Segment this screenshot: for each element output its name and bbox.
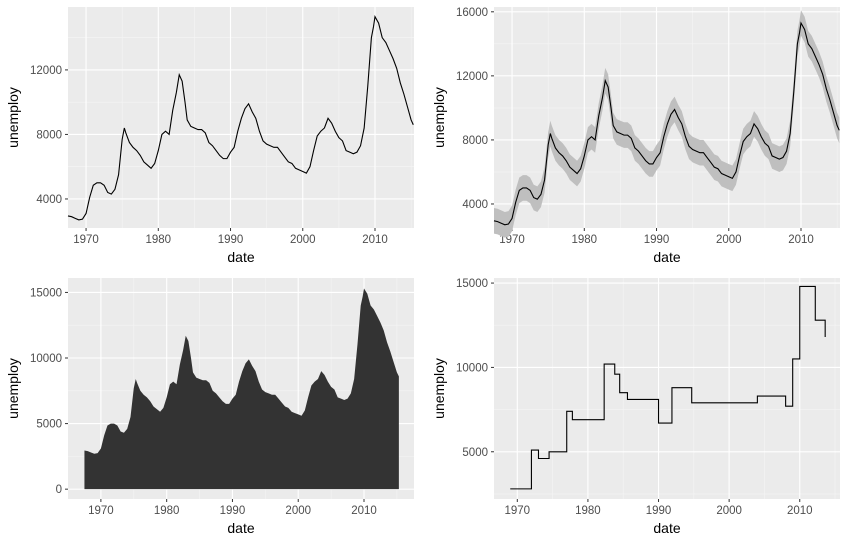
- y-tick-label: 16000: [456, 7, 488, 19]
- y-tick-label: 0: [56, 484, 62, 496]
- x-tick-label: 1970: [505, 505, 531, 517]
- x-tick-label: 1980: [571, 234, 597, 246]
- x-tick-label: 1990: [644, 234, 670, 246]
- x-tick-label: 2000: [290, 234, 316, 246]
- x-tick-label: 1990: [646, 505, 672, 517]
- panel-background: [68, 7, 414, 228]
- chart-panel-1: 1970 1980 1990 2000 2010 4000 8000 12000 date une…: [5, 7, 414, 265]
- x-tick-label: 2010: [788, 234, 814, 246]
- confidence-band: [494, 10, 840, 238]
- y-axis-title: unemploy: [5, 87, 21, 148]
- panel-background: [494, 278, 840, 499]
- x-tick-label: 2000: [716, 234, 742, 246]
- x-tick-label: 1990: [218, 234, 244, 246]
- x-tick-label: 1980: [154, 505, 180, 517]
- y-tick-label: 4000: [36, 194, 62, 206]
- x-tick-label: 1970: [88, 505, 114, 517]
- y-tick-label: 8000: [462, 135, 488, 147]
- x-tick-label: 2010: [362, 234, 388, 246]
- chart-panel-4: 1970 1980 1990 2000 2010 5000 10000 15000 date un…: [431, 278, 840, 536]
- y-tick-label: 12000: [456, 71, 488, 83]
- series-line: [493, 21, 840, 226]
- y-tick-label: 15000: [456, 278, 488, 290]
- y-tick-label: 10000: [30, 353, 62, 365]
- x-tick-label: 2000: [285, 505, 311, 517]
- y-tick-label: 15000: [30, 287, 62, 299]
- x-tick-label: 1980: [575, 505, 601, 517]
- x-tick-label: 2000: [716, 505, 742, 517]
- y-tick-label: 4000: [462, 199, 488, 211]
- x-axis-title: date: [653, 520, 680, 536]
- x-tick-label: 1970: [73, 234, 99, 246]
- y-tick-label: 10000: [456, 362, 488, 374]
- x-axis-title: date: [227, 520, 254, 536]
- x-tick-label: 2010: [351, 505, 377, 517]
- x-tick-label: 2010: [787, 505, 813, 517]
- y-axis-title: unemploy: [431, 358, 447, 419]
- y-tick-label: 8000: [36, 129, 62, 141]
- y-tick-label: 5000: [36, 419, 62, 431]
- series-line: [67, 15, 414, 221]
- y-tick-label: 12000: [30, 65, 62, 77]
- x-axis-title: date: [653, 249, 680, 265]
- area-series: [84, 288, 399, 490]
- chart-panel-2: 1970 1980 1990 2000 2010400080001200016000da…: [431, 7, 840, 265]
- chart-panel-3: 1970 1980 1990 2000 2010 0 5000 10000 15000 date u…: [5, 278, 414, 536]
- y-axis-title: unemploy: [5, 358, 21, 419]
- y-tick-label: 5000: [462, 447, 488, 459]
- x-tick-label: 1990: [220, 505, 246, 517]
- step-series-line: [510, 285, 826, 490]
- x-tick-label: 1980: [145, 234, 171, 246]
- x-axis-title: date: [227, 249, 254, 265]
- y-axis-title: unemploy: [431, 87, 447, 148]
